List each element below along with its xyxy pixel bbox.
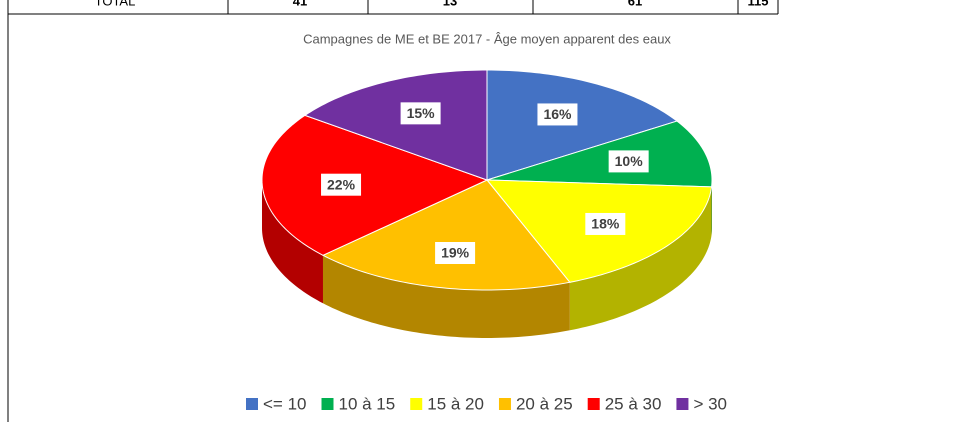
legend: <= 10 10 à 15 15 à 20 20 à 25 25 à 30 > 30 [246,394,727,413]
legend-label: 25 à 30 [605,394,662,413]
cell: 61 [628,0,642,8]
pie-slice [486,120,713,188]
legend-swatch [410,398,423,410]
chart-title: Campagnes de ME et BE 2017 - Âge moyen a… [303,31,671,46]
pie-slice [486,69,679,181]
data-label: 15% [407,105,436,121]
label-box [435,241,476,264]
pie-slice [303,69,488,181]
label-box [400,102,441,125]
pie-slice [261,114,489,256]
legend-swatch [587,398,600,410]
data-label: 19% [441,245,470,261]
label-box [321,173,362,196]
legend-label: 20 à 25 [516,394,573,413]
data-label: 10% [615,153,644,169]
data-label: 18% [591,216,620,232]
pie-side [569,186,712,331]
label-box [608,150,649,173]
label-box [537,103,578,126]
label-box [585,212,626,235]
data-label: 22% [327,176,356,192]
cell: TOTAL [95,0,136,8]
pie-slice [321,179,571,291]
legend-label: 10 à 15 [339,394,396,413]
cell: 41 [293,0,307,8]
pie-side [262,180,323,304]
legend-swatch [321,398,334,410]
cell: 115 [748,0,769,8]
table-row: TOTAL 41 13 61 115 [7,0,779,422]
legend-swatch [498,398,511,410]
legend-swatch [676,398,689,410]
pie-side [322,255,570,338]
data-label: 16% [543,106,572,122]
legend-swatch [246,398,258,410]
cell: 13 [443,0,457,8]
legend-label: <= 10 [263,394,307,413]
legend-label: 15 à 20 [427,394,484,413]
legend-label: > 30 [693,394,727,413]
